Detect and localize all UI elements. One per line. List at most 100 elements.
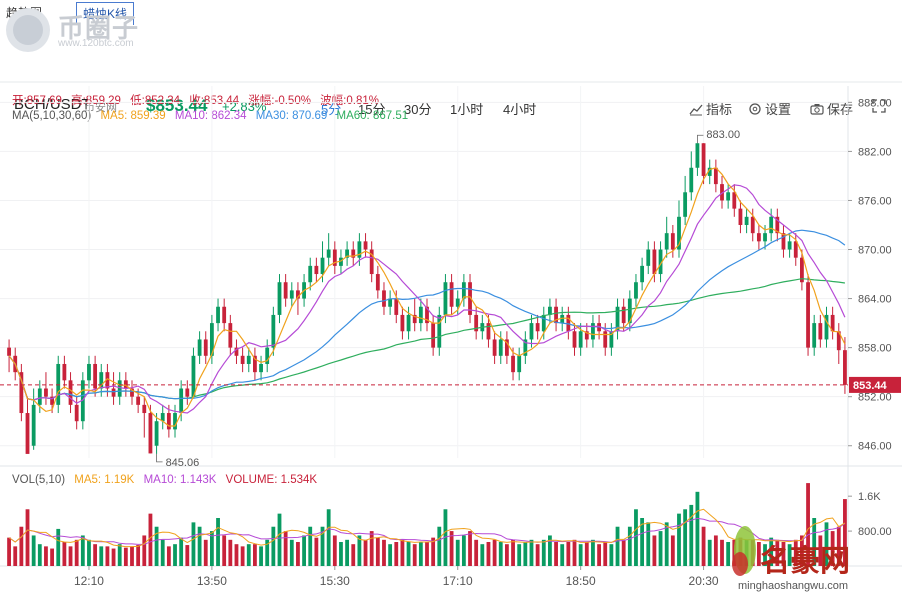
volume-bar: [105, 546, 110, 566]
settings-button[interactable]: 设置: [748, 99, 791, 118]
volume-bar: [277, 513, 282, 566]
volume-bar: [658, 531, 663, 566]
candle-body: [461, 282, 466, 299]
volume-bar: [326, 509, 331, 566]
volume-bar: [31, 535, 36, 566]
save-button[interactable]: 保存: [810, 99, 853, 118]
candle-body: [627, 298, 632, 324]
volume-bar: [296, 542, 300, 566]
candle-body: [763, 233, 767, 242]
candle-body: [160, 413, 165, 422]
current-price: $853.44: [146, 96, 208, 115]
interval-4h[interactable]: 4小时: [503, 102, 537, 117]
candle-body: [541, 314, 546, 332]
vol-legend-label: VOL(5,10): [12, 474, 66, 486]
candle-body: [25, 413, 30, 454]
volume-bar: [511, 539, 515, 566]
volume-bar: [265, 539, 270, 566]
candle-body: [345, 249, 350, 258]
volume-bar: [339, 542, 343, 566]
candle-body: [394, 298, 399, 315]
fullscreen-button[interactable]: [872, 99, 889, 114]
candle-body: [732, 192, 737, 209]
candle-body: [265, 347, 270, 364]
candle-body: [492, 339, 497, 356]
volume-bar: [775, 539, 780, 566]
candle-body: [375, 274, 380, 291]
tab-candlestick[interactable]: 蜡烛K线: [76, 2, 135, 25]
interval-5m[interactable]: 5分: [321, 102, 342, 117]
time-tick-label: 12:10: [74, 574, 104, 588]
volume-bar: [425, 542, 429, 566]
candle-body: [529, 323, 534, 340]
volume-bar: [154, 526, 159, 566]
ma60-legend: MA60: 867.51: [336, 110, 409, 122]
candle-body: [566, 314, 571, 332]
candle-body: [615, 306, 620, 332]
candle-body: [431, 323, 436, 348]
ma10-line: [8, 184, 846, 414]
candle-body: [259, 363, 263, 373]
candle-body: [603, 331, 608, 348]
candle-body: [209, 323, 214, 356]
volume-bar: [130, 546, 134, 566]
price-tick-label: 852.00: [858, 392, 892, 404]
candle-body: [695, 143, 700, 168]
candle-body: [191, 355, 196, 397]
volume-bar: [369, 531, 374, 566]
indicator-button[interactable]: 指标: [689, 99, 732, 118]
candle-body: [664, 233, 669, 250]
time-tick-label: 15:30: [320, 574, 350, 588]
candle-body: [31, 404, 36, 446]
price-tick-label: 846.00: [858, 441, 892, 453]
ma5-legend: MA5: 859.39: [100, 110, 166, 122]
volume-bar: [179, 537, 184, 566]
volume-bar: [44, 546, 48, 566]
volume-tick-label: 1.6K: [858, 491, 881, 503]
candle-body: [640, 265, 645, 283]
volume-bar: [216, 518, 220, 566]
max-price-pointer: [697, 134, 704, 144]
price-tick-label: 864.00: [858, 294, 892, 306]
candle-body: [19, 372, 24, 414]
interval-1h[interactable]: 1小时: [450, 102, 484, 117]
volume-bar: [560, 544, 565, 566]
volume-bar: [818, 535, 823, 566]
logo-url: www.120btc.com: [58, 38, 134, 49]
candle-body: [713, 167, 718, 185]
volume-bar: [572, 539, 577, 566]
volume-bar: [418, 542, 423, 566]
volume-bar: [191, 522, 196, 566]
candle-body: [117, 380, 122, 397]
volume-bar: [203, 539, 208, 566]
candle-body: [683, 192, 688, 217]
volume-bar: [13, 546, 18, 566]
candle-body: [504, 339, 509, 356]
volume-bar: [713, 535, 718, 566]
candle-body: [474, 314, 479, 332]
ma-legend-label: MA(5,10,30,60): [12, 110, 92, 122]
candle-body: [756, 233, 761, 242]
candle-body: [646, 249, 651, 266]
candle-body: [87, 363, 91, 381]
volume-bar: [492, 539, 497, 566]
candle-body: [634, 282, 638, 299]
volume-bar: [443, 509, 448, 566]
volume-bar: [517, 544, 522, 566]
volume-bar: [677, 513, 681, 566]
volume-bar: [148, 513, 153, 566]
volume-bar: [308, 526, 313, 566]
exchange-name: 币安网: [84, 102, 117, 114]
candle-body: [449, 282, 454, 307]
volume-bar: [7, 537, 11, 566]
candle-body: [670, 233, 675, 250]
watermark-leaf-icon: [732, 526, 756, 576]
candle-body: [824, 314, 829, 340]
watermark-text: 名豪网: [760, 545, 850, 578]
volume-bar: [351, 544, 356, 566]
change-value: 涨幅:-0.50%: [248, 95, 311, 107]
interval-15m[interactable]: 15分: [358, 102, 386, 117]
candle-body: [289, 290, 294, 299]
interval-30m[interactable]: 30分: [404, 102, 432, 117]
